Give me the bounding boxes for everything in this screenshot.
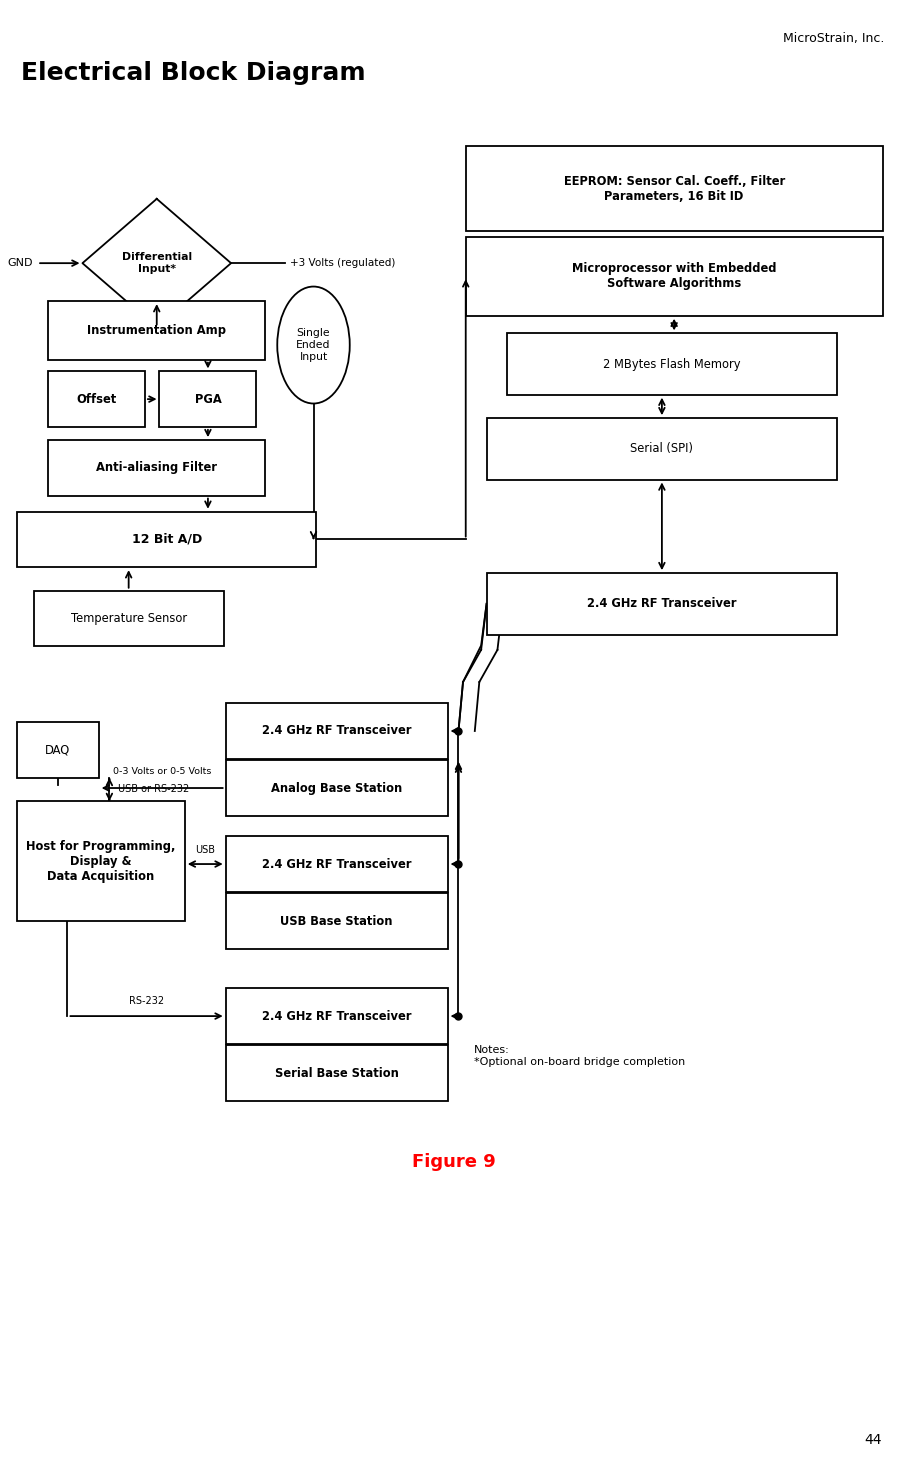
Text: 2.4 GHz RF Transceiver: 2.4 GHz RF Transceiver [262, 1010, 412, 1022]
Text: GND: GND [7, 259, 33, 268]
Text: MicroStrain, Inc.: MicroStrain, Inc. [783, 32, 884, 45]
FancyBboxPatch shape [486, 573, 837, 635]
Text: Analog Base Station: Analog Base Station [271, 782, 402, 794]
Text: Electrical Block Diagram: Electrical Block Diagram [21, 61, 366, 85]
FancyBboxPatch shape [465, 237, 883, 316]
FancyBboxPatch shape [48, 301, 266, 360]
FancyBboxPatch shape [17, 801, 185, 921]
FancyBboxPatch shape [226, 836, 448, 892]
FancyBboxPatch shape [486, 418, 837, 480]
Text: Differential
Input*: Differential Input* [122, 253, 191, 273]
Text: Serial Base Station: Serial Base Station [275, 1067, 398, 1079]
Text: 2.4 GHz RF Transceiver: 2.4 GHz RF Transceiver [262, 725, 412, 737]
FancyBboxPatch shape [226, 703, 448, 759]
Text: 2.4 GHz RF Transceiver: 2.4 GHz RF Transceiver [262, 858, 412, 870]
Text: Instrumentation Amp: Instrumentation Amp [87, 325, 226, 336]
Text: Anti-aliasing Filter: Anti-aliasing Filter [96, 462, 218, 474]
FancyBboxPatch shape [226, 1045, 448, 1101]
Text: 2 MBytes Flash Memory: 2 MBytes Flash Memory [603, 358, 741, 370]
FancyBboxPatch shape [160, 371, 257, 427]
Text: USB or RS-232: USB or RS-232 [119, 785, 190, 794]
FancyBboxPatch shape [506, 333, 837, 395]
Text: +3 Volts (regulated): +3 Volts (regulated) [290, 259, 395, 268]
FancyBboxPatch shape [48, 371, 145, 427]
FancyBboxPatch shape [465, 146, 883, 231]
Text: Figure 9: Figure 9 [412, 1154, 496, 1171]
Text: PGA: PGA [195, 393, 221, 405]
Text: USB Base Station: USB Base Station [280, 915, 393, 927]
Text: DAQ: DAQ [45, 744, 71, 756]
Text: Microprocessor with Embedded
Software Algorithms: Microprocessor with Embedded Software Al… [572, 262, 776, 291]
Text: Temperature Sensor: Temperature Sensor [71, 613, 187, 624]
FancyBboxPatch shape [17, 722, 99, 778]
Text: 12 Bit A/D: 12 Bit A/D [132, 534, 202, 545]
Text: USB: USB [195, 845, 215, 855]
Text: EEPROM: Sensor Cal. Coeff., Filter
Parameters, 16 Bit ID: EEPROM: Sensor Cal. Coeff., Filter Param… [563, 174, 785, 203]
Text: Host for Programming,
Display &
Data Acquisition: Host for Programming, Display & Data Acq… [26, 839, 176, 883]
Text: Offset: Offset [76, 393, 117, 405]
Text: 0-3 Volts or 0-5 Volts: 0-3 Volts or 0-5 Volts [113, 768, 211, 776]
Text: 2.4 GHz RF Transceiver: 2.4 GHz RF Transceiver [587, 598, 736, 610]
FancyBboxPatch shape [48, 440, 266, 496]
FancyBboxPatch shape [17, 512, 317, 567]
Text: Serial (SPI): Serial (SPI) [630, 443, 693, 455]
Text: Single
Ended
Input: Single Ended Input [297, 329, 331, 361]
Text: RS-232: RS-232 [129, 996, 164, 1006]
FancyBboxPatch shape [226, 760, 448, 816]
FancyBboxPatch shape [34, 591, 224, 646]
Text: 44: 44 [864, 1433, 882, 1447]
Text: Notes:
*Optional on-board bridge completion: Notes: *Optional on-board bridge complet… [473, 1045, 685, 1067]
FancyBboxPatch shape [226, 893, 448, 949]
FancyBboxPatch shape [226, 988, 448, 1044]
